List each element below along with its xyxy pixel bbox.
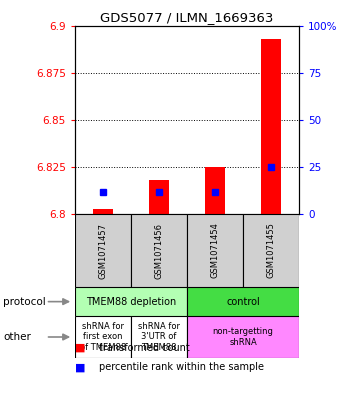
Bar — [75, 316, 131, 358]
Title: GDS5077 / ILMN_1669363: GDS5077 / ILMN_1669363 — [100, 11, 274, 24]
Text: ■: ■ — [75, 362, 85, 373]
Text: GSM1071456: GSM1071456 — [154, 222, 164, 279]
Bar — [131, 316, 187, 358]
Text: TMEM88 depletion: TMEM88 depletion — [86, 297, 176, 307]
Bar — [75, 287, 187, 316]
Text: GSM1071454: GSM1071454 — [210, 222, 220, 279]
Text: ■: ■ — [75, 343, 85, 353]
Bar — [205, 167, 225, 214]
Text: non-targetting
shRNA: non-targetting shRNA — [212, 327, 274, 347]
Bar — [93, 209, 113, 214]
Bar — [187, 316, 299, 358]
Bar — [187, 214, 243, 287]
Text: control: control — [226, 297, 260, 307]
Text: GSM1071457: GSM1071457 — [98, 222, 107, 279]
Text: transformed count: transformed count — [99, 343, 189, 353]
Bar — [187, 287, 299, 316]
Text: GSM1071455: GSM1071455 — [267, 222, 276, 279]
Text: shRNA for
3'UTR of
TMEM88: shRNA for 3'UTR of TMEM88 — [138, 322, 180, 352]
Text: shRNA for
first exon
of TMEM88: shRNA for first exon of TMEM88 — [80, 322, 126, 352]
Text: other: other — [3, 332, 31, 342]
Bar — [75, 214, 131, 287]
Bar — [261, 39, 281, 214]
Text: protocol: protocol — [3, 297, 46, 307]
Bar — [149, 180, 169, 214]
Bar — [243, 214, 299, 287]
Text: percentile rank within the sample: percentile rank within the sample — [99, 362, 264, 373]
Bar — [131, 214, 187, 287]
